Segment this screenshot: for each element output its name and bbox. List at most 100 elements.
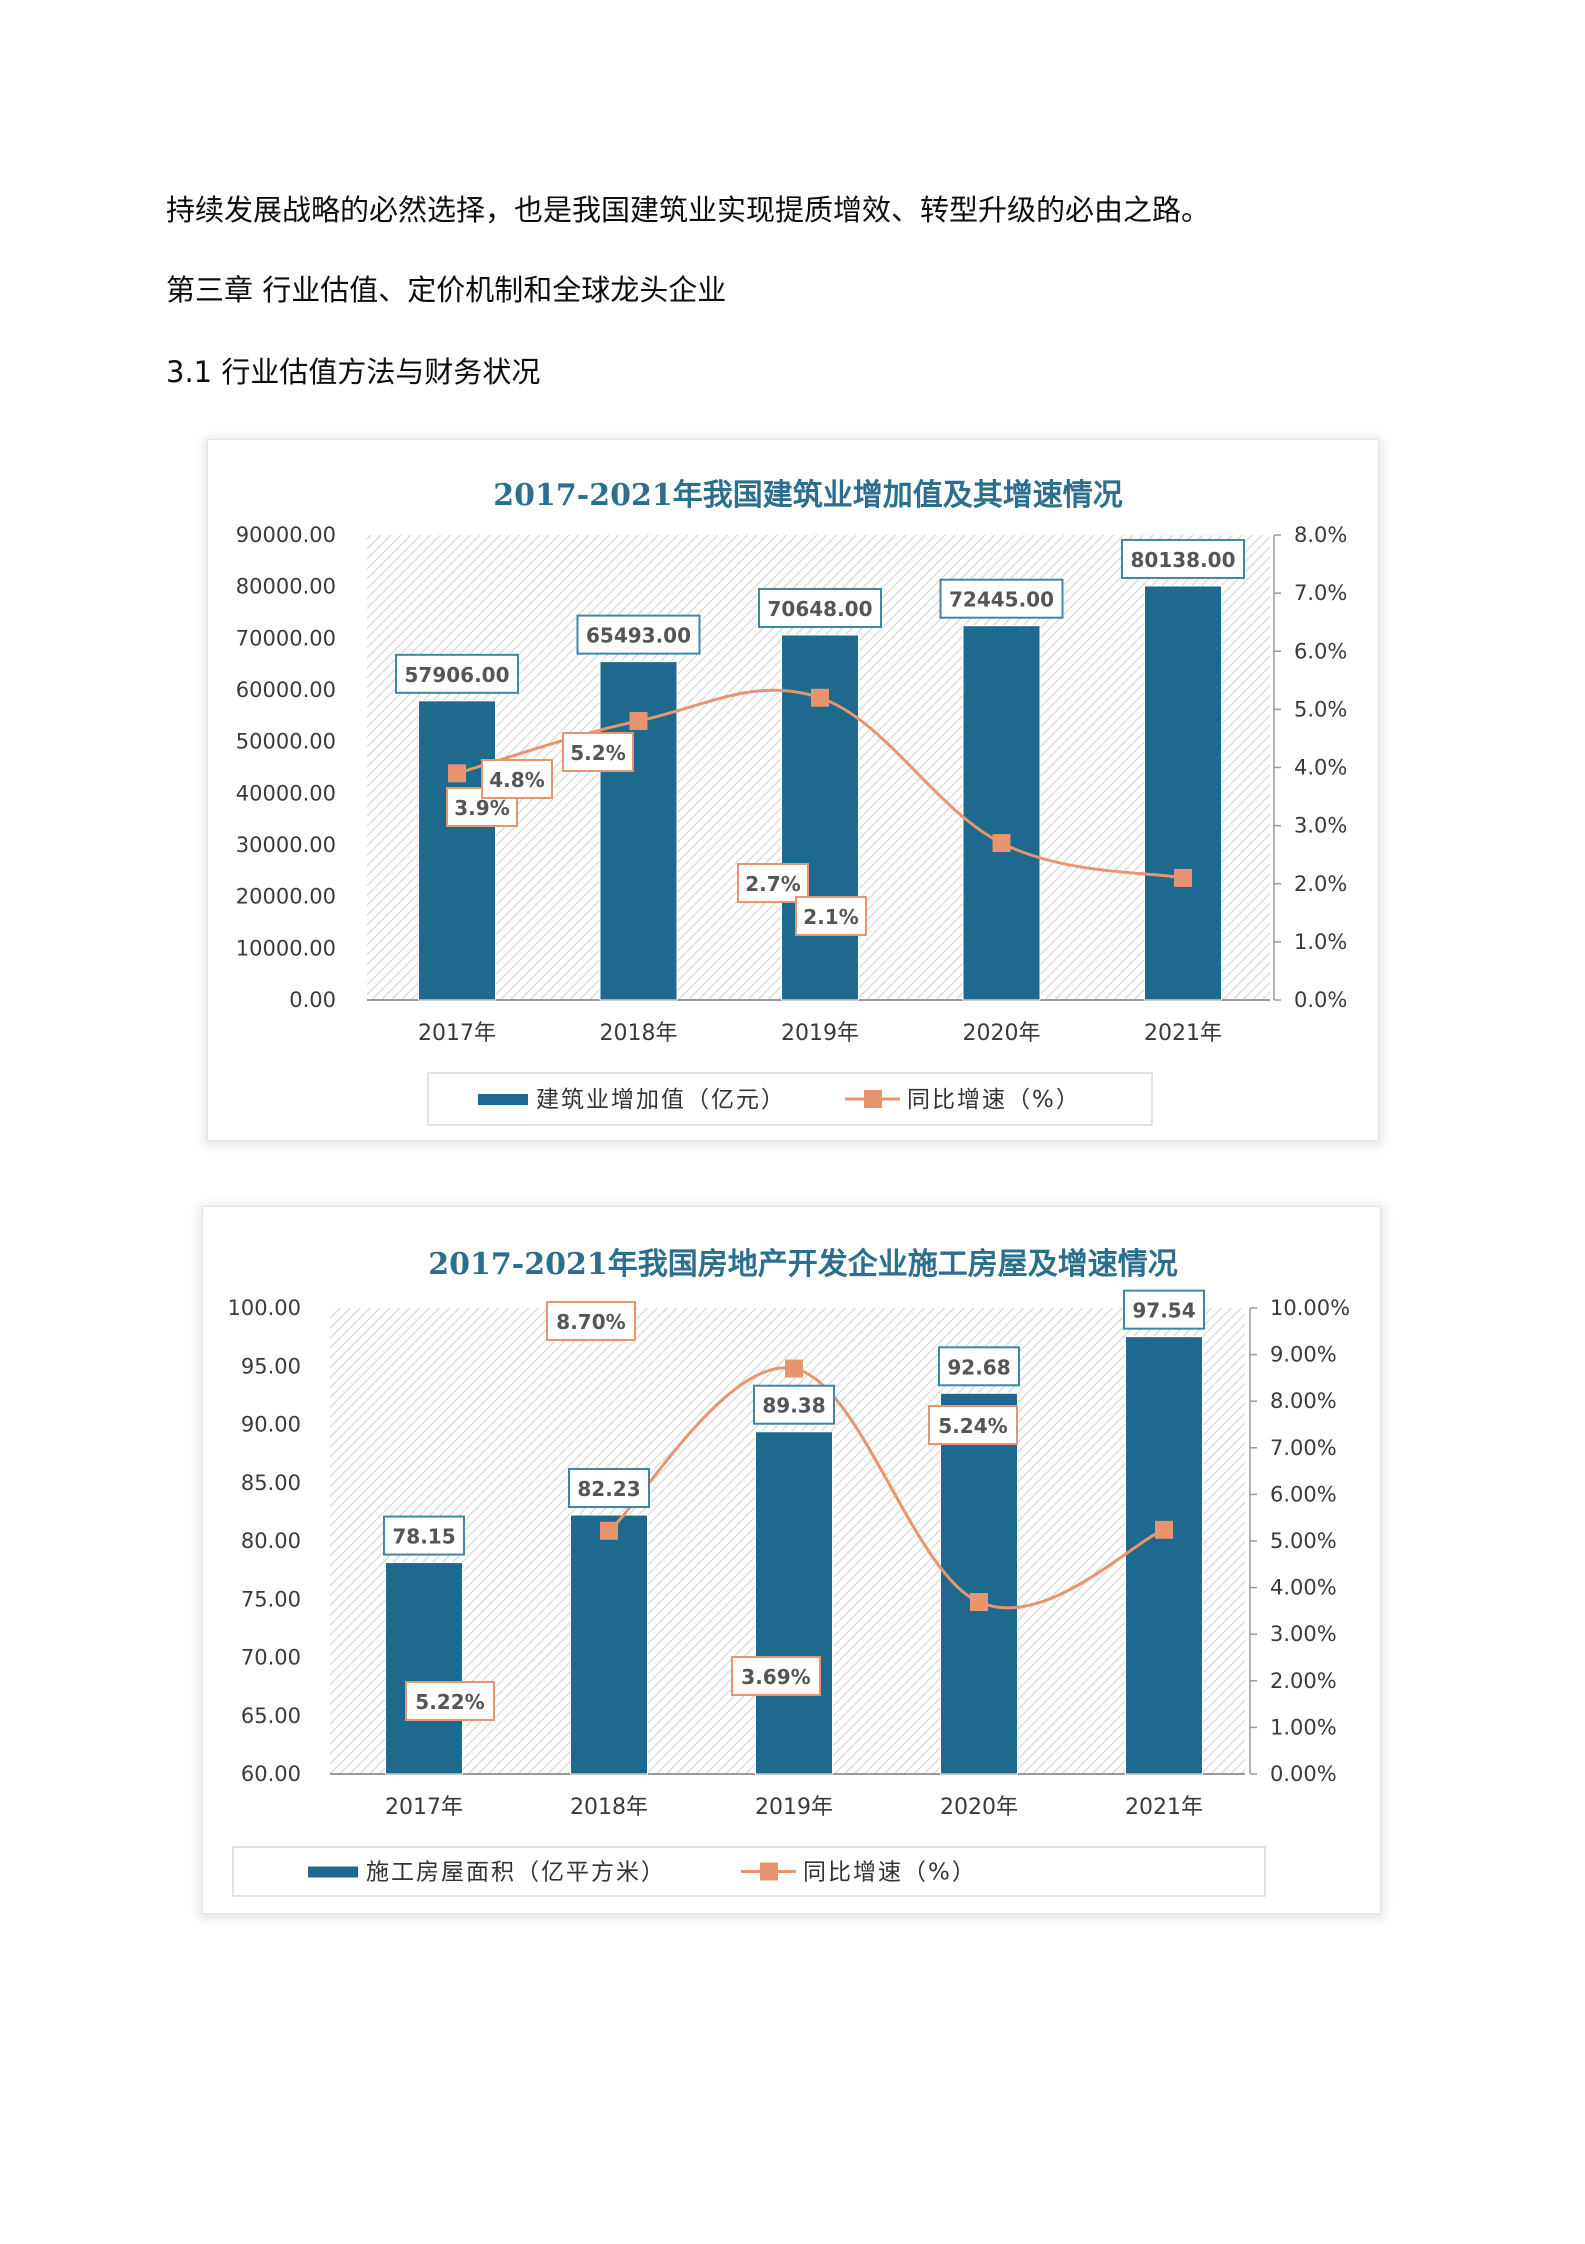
construction-value-chart: 2017-2021年我国建筑业增加值及其增速情况 0.00 10000.00 2000… [208, 440, 1378, 1140]
left-axis-tick: 95.00 [241, 1354, 301, 1378]
growth-value-label: 5.22% [405, 1681, 495, 1721]
svg-text:80138.00: 80138.00 [1130, 548, 1235, 572]
left-axis-tick: 40000.00 [236, 781, 336, 805]
right-axis-tick: 5.0% [1294, 697, 1347, 721]
x-axis-label: 2020年 [963, 1021, 1041, 1046]
x-axis-label: 2019年 [781, 1021, 859, 1046]
svg-text:2.1%: 2.1% [803, 905, 858, 929]
right-axis-tick: 0.0% [1294, 988, 1347, 1012]
right-axis-tick: 1.0% [1294, 930, 1347, 954]
line-marker [970, 1593, 988, 1612]
left-axis-tick: 60000.00 [236, 678, 336, 702]
svg-text:92.68: 92.68 [947, 1355, 1010, 1379]
legend-line-label: 同比增速（%） [907, 1087, 1081, 1113]
right-axis-tick: 6.0% [1294, 639, 1347, 663]
bar-value-label: 72445.00 [939, 578, 1064, 619]
right-axis-tick: 9.00% [1270, 1343, 1337, 1367]
growth-value-label: 4.8% [481, 759, 553, 799]
bar [1144, 585, 1222, 1001]
svg-text:3.69%: 3.69% [741, 1665, 810, 1689]
svg-text:70648.00: 70648.00 [767, 597, 872, 621]
section-heading: 3.1 行业估值方法与财务状况 [166, 355, 541, 389]
svg-text:5.22%: 5.22% [415, 1690, 484, 1714]
left-axis-tick: 90000.00 [236, 523, 336, 547]
left-axis-tick: 80.00 [241, 1529, 301, 1553]
legend-bar-swatch [308, 1866, 358, 1878]
line-marker [992, 834, 1011, 853]
housing-construction-chart: 2017-2021年我国房地产开发企业施工房屋及增速情况 60.00 65.00 70… [203, 1207, 1380, 1913]
legend-bar-label: 施工房屋面积（亿平方米） [366, 1860, 666, 1886]
x-axis-label: 2020年 [940, 1795, 1018, 1820]
legend-line-marker [760, 1862, 778, 1881]
bar-value-label: 57906.00 [395, 653, 519, 694]
growth-value-label: 5.2% [562, 732, 634, 772]
right-axis-tick: 1.00% [1270, 1715, 1337, 1739]
left-axis-tick: 0.00 [289, 988, 336, 1012]
left-axis-tick: 85.00 [241, 1471, 301, 1495]
chart-legend: 建筑业增加值（亿元） 同比增速（%） [427, 1072, 1153, 1126]
left-axis-tick: 75.00 [241, 1587, 301, 1611]
legend-bar-swatch [478, 1094, 528, 1105]
svg-text:82.23: 82.23 [577, 1477, 640, 1501]
x-axis-label: 2021年 [1125, 1795, 1203, 1820]
svg-text:5.24%: 5.24% [938, 1414, 1007, 1438]
bar-value-label: 92.68 [938, 1346, 1020, 1387]
x-axis-label: 2019年 [755, 1795, 833, 1820]
right-axis-tick: 8.0% [1294, 523, 1347, 547]
x-axis-label: 2017年 [418, 1021, 496, 1046]
left-axis-tick: 60.00 [241, 1762, 301, 1786]
bar [1125, 1336, 1203, 1775]
right-axis-tick: 3.0% [1294, 814, 1347, 838]
svg-text:4.8%: 4.8% [489, 768, 544, 792]
bar-value-label: 80138.00 [1121, 538, 1245, 579]
line-marker [1155, 1520, 1173, 1539]
line-marker [448, 764, 466, 783]
x-axis-label: 2021年 [1144, 1021, 1222, 1046]
right-axis-tick: 4.0% [1294, 756, 1347, 780]
left-axis-tick: 90.00 [241, 1413, 301, 1437]
left-axis-tick: 80000.00 [236, 575, 336, 599]
left-axis-tick: 65.00 [241, 1704, 301, 1728]
line-marker [785, 1359, 803, 1378]
growth-value-label: 5.24% [928, 1405, 1018, 1445]
bar-value-label: 65493.00 [576, 614, 701, 655]
growth-value-label: 2.7% [737, 863, 809, 903]
bar [570, 1514, 648, 1775]
x-axis-label: 2018年 [570, 1795, 648, 1820]
svg-text:72445.00: 72445.00 [949, 588, 1054, 612]
svg-text:3.9%: 3.9% [454, 796, 509, 820]
svg-text:57906.00: 57906.00 [404, 663, 509, 687]
bar-value-label: 89.38 [753, 1384, 835, 1425]
right-axis-tick: 5.00% [1270, 1529, 1337, 1553]
right-axis-tick: 7.00% [1270, 1436, 1337, 1460]
svg-text:8.70%: 8.70% [556, 1310, 625, 1334]
left-axis-tick: 30000.00 [236, 833, 336, 857]
bar-value-label: 70648.00 [758, 587, 882, 628]
legend-line-marker [864, 1090, 882, 1108]
left-axis-tick: 100.00 [228, 1296, 301, 1320]
right-axis-tick: 2.00% [1270, 1669, 1337, 1693]
legend-bar-label: 建筑业增加值（亿元） [536, 1087, 786, 1113]
svg-text:89.38: 89.38 [762, 1394, 825, 1418]
x-axis-label: 2017年 [385, 1795, 463, 1820]
line-marker [600, 1521, 618, 1540]
svg-text:97.54: 97.54 [1132, 1299, 1195, 1323]
right-axis-tick: 6.00% [1270, 1482, 1337, 1506]
right-axis-tick: 0.00% [1270, 1762, 1337, 1786]
right-axis-tick: 8.00% [1270, 1389, 1337, 1413]
bar [940, 1392, 1018, 1775]
growth-line [608, 1366, 1165, 1610]
left-axis-tick: 70000.00 [236, 626, 336, 650]
bar [755, 1431, 833, 1775]
x-axis-label: 2018年 [600, 1021, 678, 1046]
svg-text:65493.00: 65493.00 [586, 624, 691, 648]
chart-title: 2017-2021年我国房地产开发企业施工房屋及增速情况 [428, 1247, 1177, 1282]
svg-text:5.2%: 5.2% [570, 741, 625, 765]
svg-text:2.7%: 2.7% [745, 872, 800, 896]
right-axis-tick: 2.0% [1294, 872, 1347, 896]
left-axis-tick: 50000.00 [236, 730, 336, 754]
bar-value-label: 78.15 [383, 1515, 465, 1556]
chart-title: 2017-2021年我国建筑业增加值及其增速情况 [493, 478, 1122, 513]
growth-value-label: 3.69% [731, 1656, 821, 1696]
chapter-heading: 第三章 行业估值、定价机制和全球龙头企业 [166, 273, 727, 307]
